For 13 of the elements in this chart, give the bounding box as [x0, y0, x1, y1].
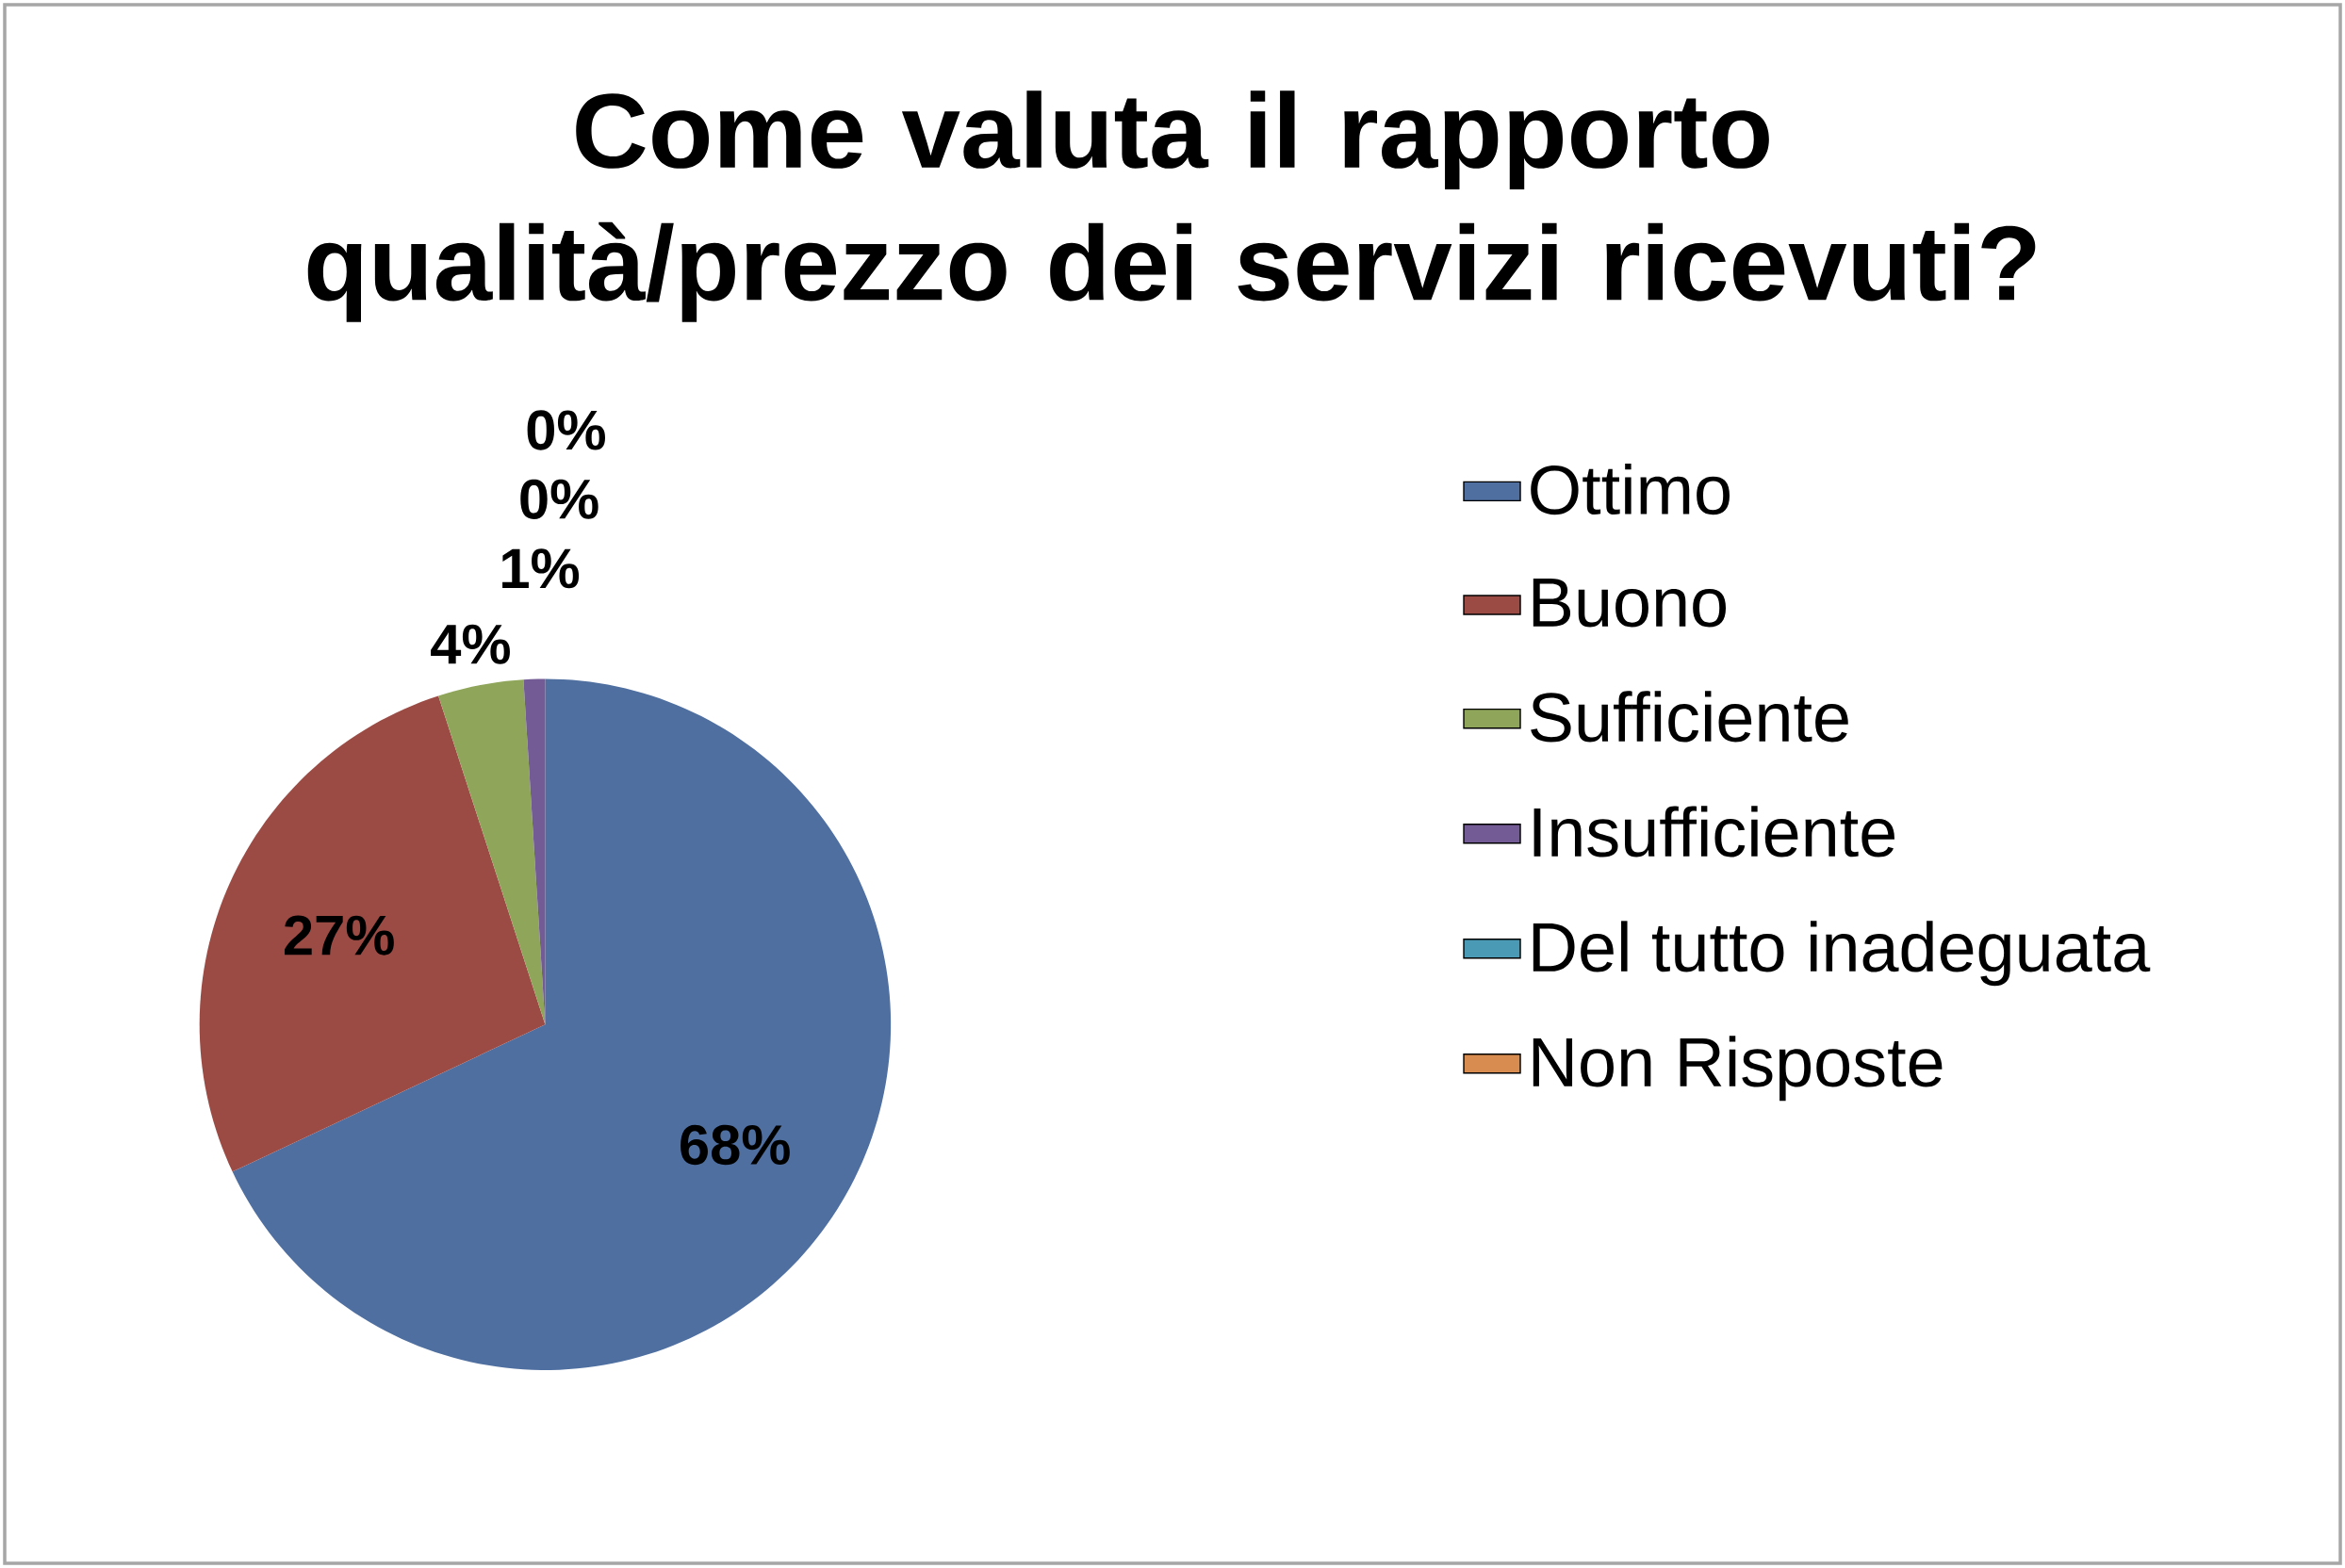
- data-label: 1%: [502, 548, 580, 589]
- text: 0%: [520, 479, 599, 519]
- legend-label: Del tutto inadeguata: [1533, 921, 2151, 987]
- chart-title: Come valuta il rapporto qualità/prezzo dei servizi ricevuti?: [307, 90, 2036, 322]
- text: 0%: [527, 410, 605, 450]
- data-label: 4%: [431, 624, 510, 664]
- legend-label: Buono: [1533, 579, 1727, 628]
- legend-label: Insufficiente: [1533, 806, 1894, 858]
- data-label: 68%: [681, 1124, 790, 1166]
- legend-label: Ottimo: [1531, 464, 1730, 515]
- legend-label: Non Risposte: [1533, 1036, 1943, 1102]
- data-label: 27%: [284, 915, 394, 956]
- legend-label: Sufficiente: [1531, 691, 1848, 743]
